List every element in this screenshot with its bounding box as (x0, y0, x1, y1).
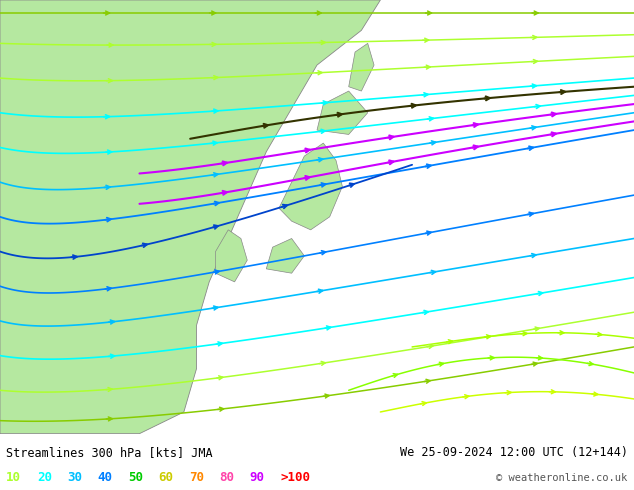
Text: 40: 40 (98, 471, 113, 484)
Polygon shape (317, 91, 368, 134)
Text: Streamlines 300 hPa [kts] JMA: Streamlines 300 hPa [kts] JMA (6, 446, 213, 459)
Text: 50: 50 (128, 471, 143, 484)
Polygon shape (349, 44, 374, 91)
Text: 10: 10 (6, 471, 22, 484)
Text: 80: 80 (219, 471, 235, 484)
Text: 90: 90 (250, 471, 265, 484)
Text: 30: 30 (67, 471, 82, 484)
Polygon shape (266, 239, 304, 273)
Polygon shape (279, 143, 342, 230)
Text: 70: 70 (189, 471, 204, 484)
Polygon shape (0, 0, 380, 434)
Text: >100: >100 (280, 471, 310, 484)
Polygon shape (216, 230, 247, 282)
Text: We 25-09-2024 12:00 UTC (12+144): We 25-09-2024 12:00 UTC (12+144) (399, 446, 628, 459)
Text: 60: 60 (158, 471, 174, 484)
Text: © weatheronline.co.uk: © weatheronline.co.uk (496, 472, 628, 483)
Text: 20: 20 (37, 471, 52, 484)
